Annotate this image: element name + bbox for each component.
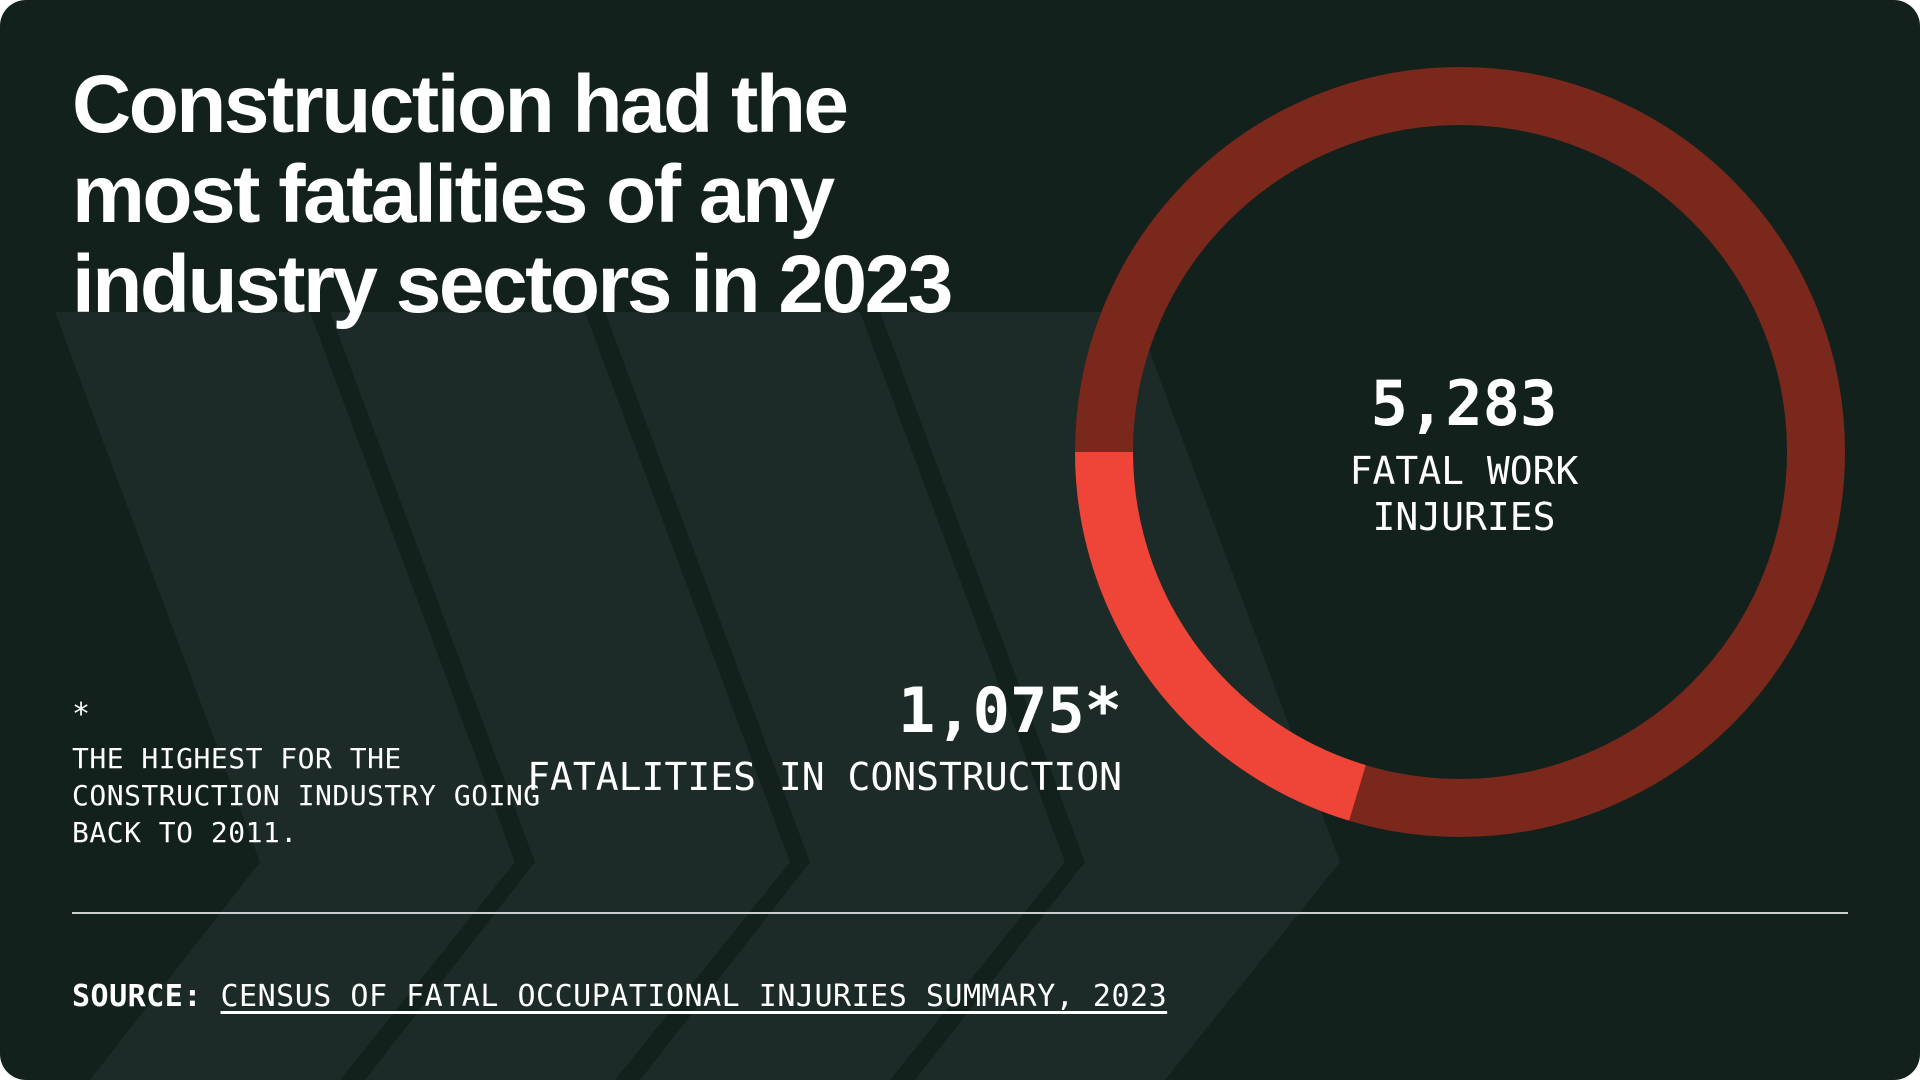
footnote: * THE HIGHEST FOR THE CONSTRUCTION INDUS…: [72, 700, 592, 851]
divider: [72, 912, 1848, 914]
chart-title: Construction had the most fatalities of …: [72, 59, 953, 330]
construction-value: 1,075*: [898, 674, 1122, 747]
construction-label: FATALITIES IN CONSTRUCTION: [527, 755, 1122, 799]
source-link[interactable]: CENSUS OF FATAL OCCUPATIONAL INJURIES SU…: [220, 979, 1168, 1014]
footnote-asterisk: *: [72, 697, 91, 732]
source-key: SOURCE:: [72, 979, 202, 1014]
donut-segment-construction: [1075, 451, 1366, 821]
construction-callout: 1,075* FATALITIES IN CONSTRUCTION: [522, 674, 1122, 800]
total-callout: 5,283 FATAL WORK INJURIES: [1264, 366, 1664, 540]
chevron-shape: [330, 312, 790, 1080]
chevron-shape: [605, 312, 1065, 1080]
source-line: SOURCE: CENSUS OF FATAL OCCUPATIONAL INJ…: [72, 978, 1167, 1016]
footnote-text: THE HIGHEST FOR THE CONSTRUCTION INDUSTR…: [72, 742, 541, 849]
chevron-shape: [880, 312, 1340, 1080]
total-value: 5,283: [1370, 367, 1558, 440]
total-label: FATAL WORK INJURIES: [1349, 449, 1579, 539]
chevron-shape: [55, 312, 515, 1080]
donut-chart: [1075, 67, 1845, 837]
